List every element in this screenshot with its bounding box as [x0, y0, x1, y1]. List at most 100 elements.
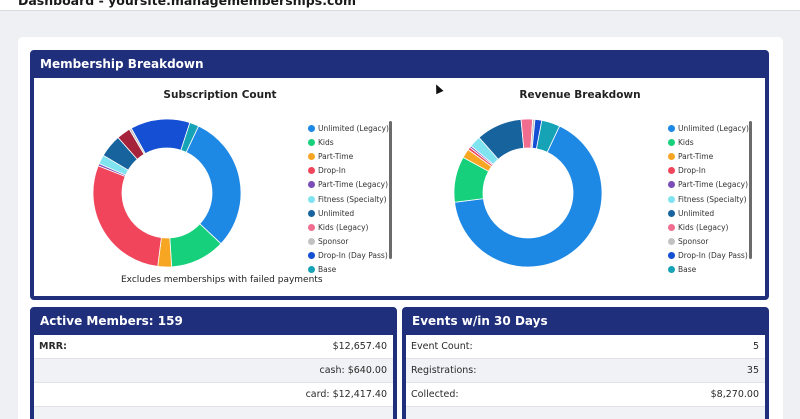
- registrations-value: 35: [746, 365, 759, 376]
- legend-label: Kids (Legacy): [678, 222, 729, 232]
- legend-swatch: [668, 152, 675, 160]
- card-value: card: $12,417.40: [305, 389, 387, 400]
- legend-swatch: [308, 181, 315, 189]
- donut-slice-unlimited-legacy[interactable]: [454, 125, 603, 268]
- donut-slice-drop-in[interactable]: [92, 165, 162, 267]
- donut-slice-base[interactable]: [535, 119, 561, 153]
- collected-value: $8,270.00: [710, 389, 759, 400]
- revenue-legend-item[interactable]: Kids: [668, 135, 749, 149]
- subscription-legend-item[interactable]: Fitness (Specialty): [308, 192, 389, 206]
- subscription-legend-item[interactable]: Part-Time: [308, 149, 389, 163]
- legend-label: Drop-In: [678, 166, 706, 176]
- revenue-legend-item[interactable]: Kids (Legacy): [668, 220, 749, 234]
- legend-swatch: [308, 167, 315, 175]
- event-count-label: Event Count:: [411, 341, 473, 352]
- legend-swatch: [668, 252, 675, 260]
- legend-label: Unlimited: [678, 208, 715, 218]
- subscription-legend-scrollbar[interactable]: [389, 121, 392, 259]
- membership-breakdown-title: Membership Breakdown: [34, 54, 765, 78]
- legend-swatch: [308, 195, 315, 203]
- revenue-legend-item[interactable]: Fitness (Specialty): [668, 192, 749, 206]
- legend-label: Kids (Legacy): [318, 222, 369, 232]
- legend-swatch: [668, 238, 675, 246]
- legend-swatch: [308, 209, 315, 217]
- mrr-label: MRR:: [39, 341, 67, 352]
- subscription-legend-item[interactable]: Unlimited (Legacy): [308, 121, 389, 135]
- legend-swatch: [668, 209, 675, 217]
- events-panel: Events w/in 30 Days Event Count: 5 Regis…: [402, 307, 769, 419]
- active-members-panel: Active Members: 159 MRR: $12,657.40 cash…: [30, 307, 397, 419]
- donut-slice-unlimited-legacy[interactable]: [185, 125, 242, 245]
- registrations-label: Registrations:: [411, 365, 477, 376]
- events-title: Events w/in 30 Days: [406, 311, 765, 335]
- legend-label: Kids: [318, 137, 334, 147]
- subscription-footnote: Excludes memberships with failed payment…: [121, 275, 323, 285]
- legend-swatch: [668, 124, 675, 132]
- revenue-legend-scrollbar[interactable]: [749, 121, 752, 259]
- active-members-title: Active Members: 159: [34, 311, 393, 335]
- collected-label: Collected:: [411, 389, 459, 400]
- top-bar: Dashboard - yoursite.managememberships.c…: [0, 0, 800, 11]
- revenue-breakdown-donut: [453, 118, 603, 268]
- legend-label: Base: [678, 265, 697, 275]
- revenue-legend-item[interactable]: Sponsor: [668, 235, 749, 249]
- legend-swatch: [308, 252, 315, 260]
- legend-label: Base: [318, 265, 337, 275]
- subscription-count-donut: [92, 118, 242, 268]
- subscription-legend-item[interactable]: Part-Time (Legacy): [308, 178, 389, 192]
- cash-row: cash: $640.00: [34, 359, 393, 383]
- legend-swatch: [308, 124, 315, 132]
- legend-label: Drop-In (Day Pass): [678, 251, 748, 261]
- legend-label: Part-Time: [678, 151, 714, 161]
- legend-label: Drop-In: [318, 166, 346, 176]
- legend-swatch: [668, 195, 675, 203]
- donut-slice-base[interactable]: [180, 122, 200, 153]
- cut-off-row: [34, 407, 393, 419]
- collected-row: Collected: $8,270.00: [406, 383, 765, 407]
- mrr-row: MRR: $12,657.40: [34, 335, 393, 359]
- legend-swatch: [308, 238, 315, 246]
- legend-label: Fitness (Specialty): [678, 194, 747, 204]
- subscription-legend-item[interactable]: Kids: [308, 135, 389, 149]
- event-count-row: Event Count: 5: [406, 335, 765, 359]
- revenue-legend-item[interactable]: Unlimited (Legacy): [668, 121, 749, 135]
- revenue-legend-item[interactable]: Part-Time: [668, 149, 749, 163]
- mrr-value: $12,657.40: [332, 341, 387, 352]
- registrations-row: Registrations: 35: [406, 359, 765, 383]
- event-count-value: 5: [752, 341, 759, 352]
- legend-swatch: [668, 181, 675, 189]
- subscription-legend-item[interactable]: Drop-In (Day Pass): [308, 249, 389, 263]
- revenue-legend-item[interactable]: Part-Time (Legacy): [668, 178, 749, 192]
- revenue-legend-item[interactable]: Base: [668, 263, 749, 277]
- subscription-chart-title: Subscription Count: [163, 89, 277, 101]
- subscription-legend: Unlimited (Legacy) Kids Part-Time Drop-In Pa…: [308, 121, 389, 277]
- legend-swatch: [668, 223, 675, 231]
- legend-label: Sponsor: [678, 237, 709, 247]
- legend-swatch: [308, 266, 315, 274]
- card-row: card: $12,417.40: [34, 383, 393, 407]
- subscription-legend-item[interactable]: Sponsor: [308, 235, 389, 249]
- legend-label: Unlimited: [318, 208, 355, 218]
- subscription-legend-item[interactable]: Base: [308, 263, 389, 277]
- revenue-legend-item[interactable]: Unlimited: [668, 206, 749, 220]
- revenue-legend: Unlimited (Legacy) Kids Part-Time Drop-In Pa…: [668, 121, 749, 277]
- legend-label: Drop-In (Day Pass): [318, 251, 388, 261]
- subscription-legend-item[interactable]: Unlimited: [308, 206, 389, 220]
- revenue-chart-title: Revenue Breakdown: [519, 89, 641, 101]
- subscription-legend-item[interactable]: Kids (Legacy): [308, 220, 389, 234]
- legend-label: Fitness (Specialty): [318, 194, 387, 204]
- legend-swatch: [668, 266, 675, 274]
- revenue-legend-item[interactable]: Drop-In (Day Pass): [668, 249, 749, 263]
- legend-swatch: [668, 167, 675, 175]
- legend-swatch: [308, 152, 315, 160]
- revenue-legend-item[interactable]: Drop-In: [668, 164, 749, 178]
- legend-swatch: [668, 138, 675, 146]
- legend-label: Unlimited (Legacy): [678, 123, 749, 133]
- legend-swatch: [308, 138, 315, 146]
- legend-label: Part-Time (Legacy): [318, 180, 388, 190]
- page-title: Dashboard - yoursite.managememberships.c…: [18, 0, 356, 8]
- legend-label: Unlimited (Legacy): [318, 123, 389, 133]
- subscription-legend-item[interactable]: Drop-In: [308, 164, 389, 178]
- cash-value: cash: $640.00: [319, 365, 387, 376]
- legend-label: Part-Time (Legacy): [678, 180, 748, 190]
